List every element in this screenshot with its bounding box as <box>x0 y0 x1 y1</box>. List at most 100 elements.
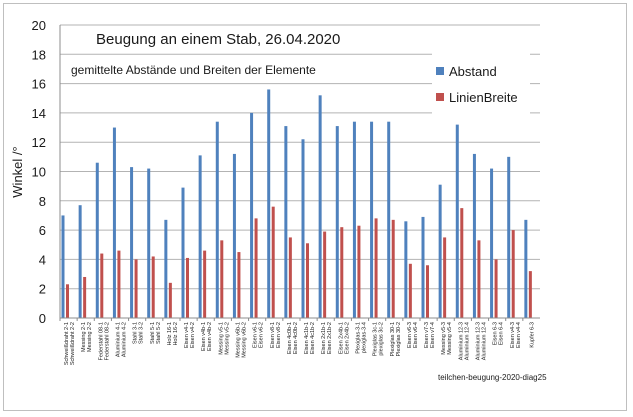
bar-abstand-11 <box>250 112 254 319</box>
x-tick-label-line: Messing 2-1 <box>81 322 87 352</box>
y-tick-label-2: 4 <box>39 252 46 267</box>
y-tick-label-0: 0 <box>39 311 46 326</box>
bar-linienbreite-25 <box>494 259 498 318</box>
bar-abstand-19 <box>387 121 391 318</box>
bar-linienbreite-11 <box>254 218 258 318</box>
x-tick-label-line: Eisen v7-4 <box>430 322 436 348</box>
bar-abstand-8 <box>198 155 202 318</box>
bar-linienbreite-16 <box>340 227 344 318</box>
bar-abstand-9 <box>215 121 219 318</box>
bar-abstand-13 <box>284 126 288 319</box>
bar-linienbreite-15 <box>323 231 327 318</box>
x-tick-label-line: Plexiglas 30-2 <box>396 322 402 357</box>
legend-label-linienbreite: LinienBreite <box>449 90 518 105</box>
x-tick-label-13: Eisen 4c0b-1Eisen 4c0b-2 <box>287 322 299 354</box>
x-tick-label-17: Plexiglas-3-1plexiglas-3-4 <box>356 322 368 354</box>
x-tick-label-line: Kupfer 6-3 <box>529 322 535 348</box>
x-tick-label-19: Plexiglas 30-1Plexiglas 30-2 <box>390 322 402 357</box>
x-tick-label-21: Eisen v7-3Eisen v7-4 <box>424 322 436 348</box>
bar-abstand-18 <box>370 121 374 318</box>
x-tick-label-line: Messing v5-4 <box>447 322 453 355</box>
x-tick-label-15: Eisen 2x1b-1Eisen 2x1b-2 <box>321 322 333 354</box>
x-tick-label-11: Eisen v6-1Eisen v6-2 <box>253 322 265 348</box>
x-tick-label-24: Aluminium 12-3Aluminium 12-4 <box>476 322 488 360</box>
x-tick-label-8: Eisen v4b-1Eisen v4b-2 <box>201 322 213 351</box>
x-tick-label-line: Plexiglas 3c-1 <box>373 322 379 356</box>
bar-linienbreite-1 <box>83 276 87 318</box>
bar-abstand-26 <box>507 156 511 318</box>
x-tick-label-line: Stahl 3-1 <box>133 322 139 344</box>
bar-abstand-23 <box>455 124 459 319</box>
x-tick-label-line: Stahl 5-1 <box>150 322 156 344</box>
x-tick-label-line: Plexiglas 30-1 <box>390 322 396 357</box>
bar-linienbreite-18 <box>374 218 378 318</box>
bar-abstand-27 <box>524 219 528 318</box>
x-tick-label-line: Eisen 4c1b-1 <box>304 322 310 354</box>
legend-swatch-linienbreite <box>436 93 444 101</box>
x-tick-label-6: Holz 16-1Holz 16-2 <box>167 322 179 346</box>
bar-linienbreite-3 <box>117 250 121 318</box>
bar-linienbreite-27 <box>528 271 532 318</box>
bar-linienbreite-10 <box>237 252 241 318</box>
x-tick-label-line: Eisen 6-4 <box>499 322 505 345</box>
x-tick-label-line: Aluminium 12-4 <box>482 322 488 360</box>
x-tick-label-line: Eisen v4-4 <box>516 322 522 348</box>
x-tick-label-26: Eisen v4-3Eisen v4-4 <box>510 322 522 348</box>
bar-abstand-24 <box>472 153 476 318</box>
x-tick-label-line: Eisen v4-2 <box>190 322 196 348</box>
bar-linienbreite-2 <box>100 253 104 318</box>
x-tick-label-line: Eisen 2x4b-1 <box>338 322 344 354</box>
x-tick-label-25: Eisen 6-3Eisen 6-4 <box>493 322 505 345</box>
x-tick-label-3: Aluminium 4-1Aluminium 4-2 <box>116 322 128 357</box>
x-tick-label-line: Schweißdraht 2-1 <box>64 322 70 365</box>
bar-abstand-25 <box>490 168 494 318</box>
x-tick-label-line: Eisen v8-2 <box>276 322 282 348</box>
x-tick-label-4: Stahl 3-1Stahl 3-2 <box>133 322 145 344</box>
y-tick-label-10: 20 <box>32 18 46 33</box>
y-tick-label-5: 10 <box>32 165 46 180</box>
x-tick-label-5: Stahl 5-1Stahl 5-2 <box>150 322 162 344</box>
bar-linienbreite-23 <box>460 208 464 318</box>
x-tick-label-line: Stahl 3-2 <box>139 322 145 344</box>
x-tick-label-line: Plexiglas-3-1 <box>356 322 362 354</box>
x-tick-label-line: Eisen v4b-1 <box>201 322 207 351</box>
bar-linienbreite-21 <box>426 265 429 318</box>
x-tick-label-line: Eisen v6-2 <box>259 322 265 348</box>
bar-abstand-7 <box>181 187 185 318</box>
x-tick-label-line: Stahl 5-2 <box>156 322 162 344</box>
y-tick-label-9: 18 <box>32 47 46 62</box>
bar-abstand-3 <box>112 127 116 318</box>
bar-abstand-2 <box>95 162 99 318</box>
y-axis-title: Winkel /° <box>10 146 25 197</box>
x-tick-label-22: Messing v5-3Messing v5-4 <box>441 322 453 355</box>
x-tick-label-line: Aluminium 4-2 <box>122 322 128 357</box>
bar-abstand-10 <box>232 153 236 318</box>
x-tick-label-10: Messing v6b-1Messing v6b-2 <box>236 322 248 358</box>
bar-abstand-12 <box>267 89 271 319</box>
x-tick-label-14: Eisen 4c1b-1Eisen 4c1b-2 <box>304 322 316 354</box>
x-tick-label-line: Eisen 4c0b-2 <box>293 322 299 354</box>
bar-linienbreite-7 <box>186 257 189 318</box>
bar-linienbreite-0 <box>66 284 69 318</box>
x-tick-label-line: Eisen 4c0b-1 <box>287 322 293 354</box>
bar-linienbreite-14 <box>306 243 309 318</box>
bar-linienbreite-9 <box>220 240 224 318</box>
x-tick-label-0: Schweißdraht 2-1Schweißdraht 2-2 <box>64 322 76 365</box>
legend: Abstand LinienBreite <box>432 52 530 114</box>
x-tick-label-line: Eisen v6-3 <box>407 322 413 348</box>
legend-label-abstand: Abstand <box>449 64 497 79</box>
x-tick-label-line: Federstahl 08-2 <box>104 322 110 361</box>
x-tick-label-line: plexiglas-3-4 <box>362 322 368 353</box>
bar-abstand-22 <box>438 184 442 318</box>
y-tick-label-1: 2 <box>39 282 46 297</box>
axis-layer <box>59 25 540 321</box>
chart-footnote: teilchen-beugung-2020-diag25 <box>438 373 547 382</box>
x-tick-label-line: Eisen 2x4b-2 <box>344 322 350 354</box>
x-tick-label-line: Eisen v6-1 <box>253 322 259 348</box>
bar-abstand-6 <box>164 219 168 318</box>
x-tick-label-line: Holz 16-2 <box>173 322 179 346</box>
x-tick-label-line: Messing v5-2 <box>224 322 230 355</box>
x-tick-label-18: Plexiglas 3c-1plexiglas 3c-2 <box>373 322 385 356</box>
bar-linienbreite-24 <box>477 240 481 318</box>
